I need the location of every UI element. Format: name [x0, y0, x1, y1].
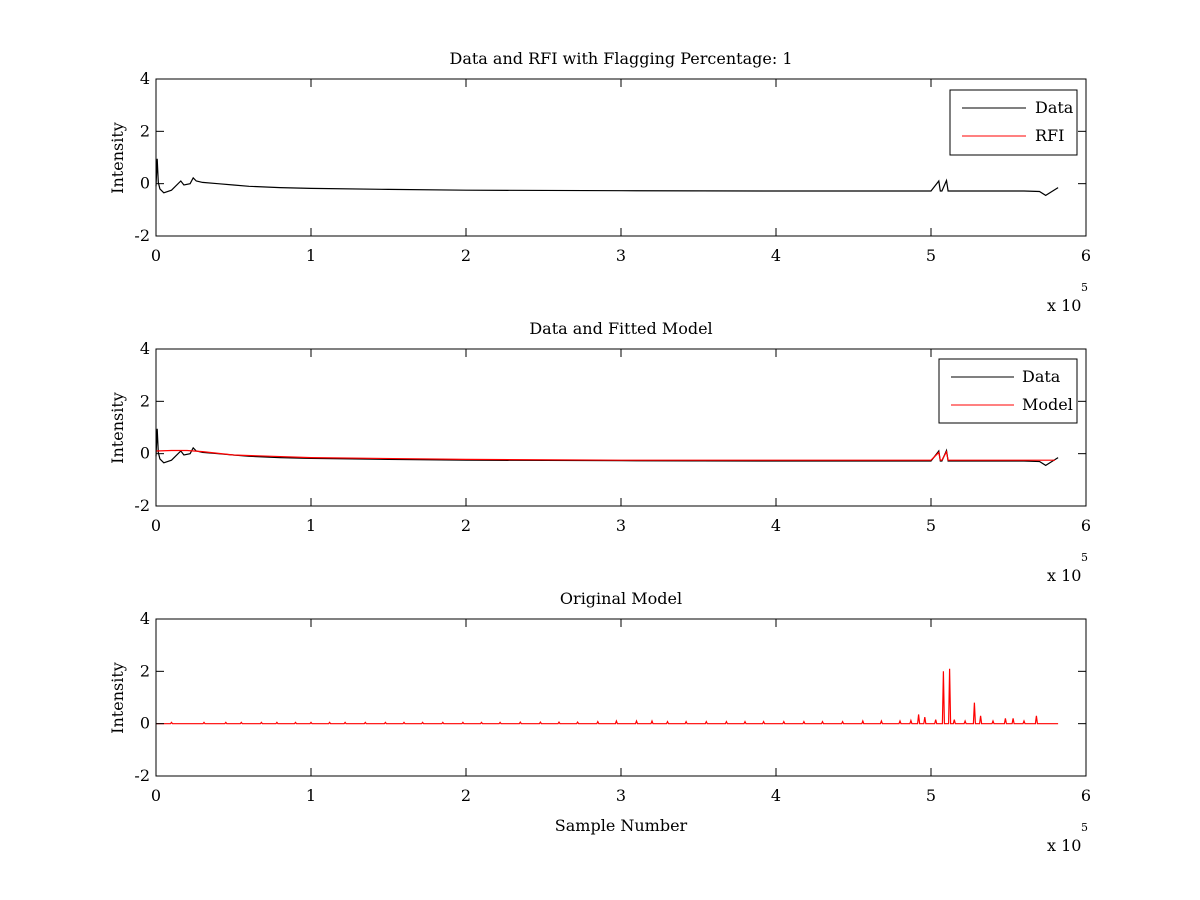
subplot-data-and-fitted-model: Data and Fitted Model Intensity 0 1 2 3 4 5 6 -…: [108, 319, 1091, 585]
x-tick-label: 0: [151, 516, 161, 535]
y-axis-label: Intensity: [108, 122, 127, 194]
x-tick-label: 2: [461, 516, 471, 535]
x-multiplier-base: x 10: [1047, 566, 1081, 585]
plot-area: [155, 428, 1059, 467]
x-multiplier: x 10 5: [1047, 281, 1088, 315]
legend-box: [949, 89, 1078, 156]
series-line-data: [155, 158, 1059, 197]
x-tick-label: 3: [616, 246, 626, 265]
x-tick-label: 6: [1081, 516, 1091, 535]
x-tick-label: 4: [771, 516, 781, 535]
x-multiplier-exponent: 5: [1081, 281, 1088, 294]
x-tick-label: 5: [926, 246, 936, 265]
legend[interactable]: Data Model: [938, 358, 1078, 424]
legend-label-rfi: RFI: [1035, 126, 1064, 145]
x-multiplier: x 10 5: [1047, 821, 1088, 855]
subplot-title: Original Model: [560, 589, 682, 608]
legend[interactable]: Data RFI: [949, 89, 1078, 156]
x-multiplier-exponent: 5: [1081, 551, 1088, 564]
x-tick-label: 6: [1081, 246, 1091, 265]
x-tick-label: 0: [151, 786, 161, 805]
y-axis-label: Intensity: [108, 392, 127, 464]
x-tick-label: 2: [461, 246, 471, 265]
legend-box: [938, 358, 1078, 424]
legend-label-data: Data: [1035, 98, 1074, 117]
x-tick-label: 4: [771, 786, 781, 805]
x-tick-label: 4: [771, 246, 781, 265]
plot-area: [155, 158, 1059, 197]
legend-label-data: Data: [1022, 367, 1061, 386]
subplot-original-model: Original Model Intensity Sample Number 0…: [108, 589, 1091, 855]
x-tick-label: 5: [926, 786, 936, 805]
x-tick-label: 1: [306, 246, 316, 265]
plot-area: [156, 668, 1059, 725]
y-tick-label: 4: [140, 69, 150, 88]
x-multiplier-base: x 10: [1047, 836, 1081, 855]
y-tick-label: 2: [140, 391, 150, 410]
x-tick-label: 0: [151, 246, 161, 265]
series-line-data: [155, 428, 1059, 467]
y-tick-label: 0: [140, 444, 150, 463]
y-tick-label: 0: [140, 714, 150, 733]
x-tick-label: 6: [1081, 786, 1091, 805]
x-multiplier-exponent: 5: [1081, 821, 1088, 834]
series-line-model: [155, 449, 1055, 461]
y-tick-label: -2: [134, 226, 150, 245]
x-multiplier: x 10 5: [1047, 551, 1088, 585]
x-tick-label: 1: [306, 516, 316, 535]
y-tick-label: -2: [134, 496, 150, 515]
y-axis-label: Intensity: [108, 662, 127, 734]
y-tick-label: 2: [140, 121, 150, 140]
y-tick-label: 0: [140, 174, 150, 193]
x-tick-label: 1: [306, 786, 316, 805]
y-tick-label: 4: [140, 609, 150, 628]
series-line-original-model: [156, 668, 1059, 725]
y-tick-label: 4: [140, 339, 150, 358]
y-tick-label: 2: [140, 661, 150, 680]
x-tick-label: 5: [926, 516, 936, 535]
y-tick-label: -2: [134, 766, 150, 785]
x-tick-label: 2: [461, 786, 471, 805]
subplot-title: Data and RFI with Flagging Percentage: 1: [449, 49, 792, 68]
x-tick-label: 3: [616, 786, 626, 805]
x-tick-label: 3: [616, 516, 626, 535]
subplot-data-and-rfi: Data and RFI with Flagging Percentage: 1…: [108, 49, 1091, 315]
legend-label-model: Model: [1022, 395, 1073, 414]
subplot-title: Data and Fitted Model: [529, 319, 712, 338]
x-multiplier-base: x 10: [1047, 296, 1081, 315]
x-axis-label: Sample Number: [555, 816, 688, 835]
